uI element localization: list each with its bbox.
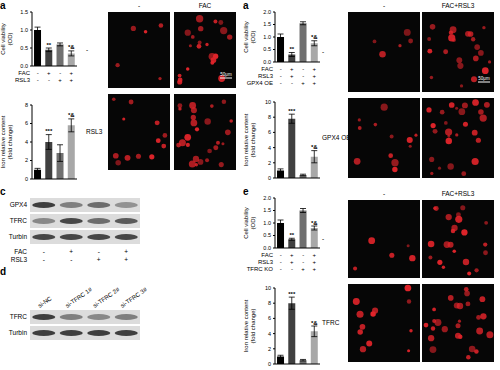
svg-text:1.0: 1.0 [263,220,271,226]
svg-text:*&: *& [311,220,318,226]
html-text:FAC: FAC [261,252,273,258]
html-text:GPX4 OE: GPX4 OE [322,134,351,141]
svg-text:(fold change): (fold change) [8,124,13,159]
svg-text:*&: *& [311,144,318,150]
svg-text:**: ** [46,42,51,48]
svg-text:si-NC: si-NC [37,295,53,309]
svg-text:0: 0 [25,176,28,182]
svg-text:1.5: 1.5 [263,21,271,27]
svg-text:**: ** [289,232,294,238]
svg-text:(OD): (OD) [250,31,256,44]
svg-text:0.5: 0.5 [20,45,28,51]
svg-text:**: ** [289,46,294,52]
html-text:RSL3: RSL3 [10,256,27,263]
svg-text:(fold change): (fold change) [250,122,256,157]
html-text:RSL3: RSL3 [15,77,30,83]
html-text:RSL3: RSL3 [86,128,103,135]
svg-text:*&: *& [311,320,318,326]
html-text:TFRC: TFRC [9,313,27,320]
svg-text:4: 4 [268,145,271,151]
svg-text:0.0: 0.0 [20,63,28,69]
html-text:d: d [0,266,7,277]
html-text:GPX4: GPX4 [9,201,27,208]
html-text:a: a [0,0,6,11]
svg-text:*&: *& [311,34,318,40]
svg-text:0.0: 0.0 [263,245,271,251]
svg-text:0.0: 0.0 [263,59,271,65]
svg-text:(OD): (OD) [250,217,256,230]
svg-text:4: 4 [268,331,271,337]
svg-text:8: 8 [268,114,271,120]
svg-text:0.5: 0.5 [263,232,271,238]
svg-text:2: 2 [268,160,271,166]
svg-text:4: 4 [25,139,28,145]
svg-text:8: 8 [268,300,271,306]
svg-text:0.5: 0.5 [263,46,271,52]
svg-text:10: 10 [265,99,271,105]
svg-text:si-TFRC 3#: si-TFRC 3# [119,286,148,309]
svg-text:***: *** [288,108,296,114]
svg-text:8: 8 [25,102,28,108]
svg-text:6: 6 [268,129,271,135]
svg-text:0: 0 [268,175,271,181]
html-text:TFRC KO: TFRC KO [246,266,273,272]
html-text:TFRC: TFRC [322,319,340,326]
html-text:FAC+RSL3: FAC+RSL3 [441,190,475,197]
html-text:FAC: FAC [261,66,273,72]
svg-text:2: 2 [268,346,271,352]
svg-text:si-TFRC 1#: si-TFRC 1# [64,286,93,309]
html-text:TFRC: TFRC [9,217,27,224]
html-text:Turbin: Turbin [8,329,27,336]
svg-text:Iron relative content: Iron relative content [243,299,249,352]
html-text:c: c [0,186,6,197]
html-text:e: e [243,186,249,197]
svg-text:Cell viability: Cell viability [243,207,249,239]
svg-text:2.0: 2.0 [263,9,271,15]
svg-text:*&: *& [68,112,75,118]
svg-text:50μm: 50μm [478,76,490,81]
svg-text:*&: *& [68,44,75,50]
html-text:FAC: FAC [198,2,212,9]
svg-text:0: 0 [268,361,271,367]
svg-text:1.0: 1.0 [263,34,271,40]
svg-text:6: 6 [268,315,271,321]
html-text:Turbin: Turbin [8,233,27,240]
html-text:RSL3: RSL3 [258,259,273,265]
svg-text:6: 6 [25,120,28,126]
html-text:GPX4 OE: GPX4 OE [246,80,273,86]
svg-text:Iron relative content: Iron relative content [243,113,249,166]
svg-text:(fold change): (fold change) [250,308,256,343]
svg-text:(OD): (OD) [8,33,13,46]
svg-text:10: 10 [265,285,271,291]
svg-text:***: *** [45,128,53,134]
svg-text:1.5: 1.5 [20,9,28,15]
svg-text:***: *** [288,291,296,297]
html-text:a: a [243,0,249,11]
svg-text:2.0: 2.0 [263,195,271,201]
svg-text:Cell viability: Cell viability [243,21,249,53]
svg-text:si-TFRC 2#: si-TFRC 2# [92,286,121,309]
html-text:FAC: FAC [14,248,27,255]
svg-text:1.0: 1.0 [20,27,28,33]
svg-text:50μm: 50μm [220,72,232,77]
html-text:FAC+RSL3: FAC+RSL3 [441,2,475,9]
html-text:FAC: FAC [18,70,30,76]
html-text:RSL3: RSL3 [258,73,273,79]
svg-text:2: 2 [25,157,28,163]
svg-text:1.5: 1.5 [263,207,271,213]
